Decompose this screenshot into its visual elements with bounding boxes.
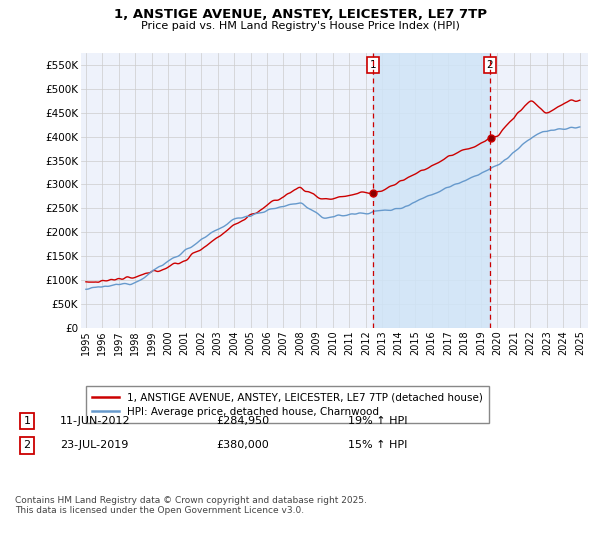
Text: Contains HM Land Registry data © Crown copyright and database right 2025.
This d: Contains HM Land Registry data © Crown c…	[15, 496, 367, 515]
Text: 1: 1	[23, 416, 31, 426]
Text: 15% ↑ HPI: 15% ↑ HPI	[348, 440, 407, 450]
Text: 11-JUN-2012: 11-JUN-2012	[60, 416, 131, 426]
Text: 1, ANSTIGE AVENUE, ANSTEY, LEICESTER, LE7 7TP: 1, ANSTIGE AVENUE, ANSTEY, LEICESTER, LE…	[113, 8, 487, 21]
Legend: 1, ANSTIGE AVENUE, ANSTEY, LEICESTER, LE7 7TP (detached house), HPI: Average pri: 1, ANSTIGE AVENUE, ANSTEY, LEICESTER, LE…	[86, 386, 489, 423]
Text: 19% ↑ HPI: 19% ↑ HPI	[348, 416, 407, 426]
Text: 2: 2	[487, 60, 493, 70]
Text: 1: 1	[370, 60, 376, 70]
Text: £284,950: £284,950	[216, 416, 269, 426]
Text: 2: 2	[23, 440, 31, 450]
Bar	[373, 53, 490, 328]
Text: Price paid vs. HM Land Registry's House Price Index (HPI): Price paid vs. HM Land Registry's House …	[140, 21, 460, 31]
Text: 23-JUL-2019: 23-JUL-2019	[60, 440, 128, 450]
Text: £380,000: £380,000	[216, 440, 269, 450]
